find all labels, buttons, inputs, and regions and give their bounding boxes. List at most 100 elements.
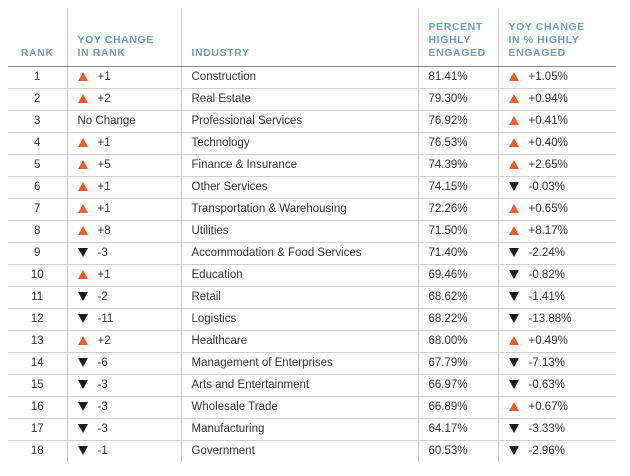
industry-name: Real Estate	[191, 93, 251, 106]
percent-cell: 66.89%	[417, 396, 498, 419]
industry-name: Transportation & Warehousing	[191, 203, 347, 216]
percent-cell: 76.92%	[417, 110, 498, 133]
rank-change-cell: +1	[66, 66, 181, 89]
up-arrow-icon	[77, 137, 88, 147]
industry-engagement-table: RANK YOY CHANGE IN RANK INDUSTRY PERCENT H…	[8, 8, 616, 462]
industry-cell: Retail	[180, 286, 418, 309]
percent-change-value: +8.17%	[528, 225, 568, 238]
percent-change-value: +0.67%	[528, 401, 568, 414]
rank-value: 16	[30, 401, 44, 414]
industry-cell: Healthcare	[180, 330, 418, 353]
industry-cell: Logistics	[180, 308, 418, 331]
down-arrow-icon	[508, 291, 519, 301]
table-row: 9 -3 Accommodation & Food Services 71.40% -2…	[8, 242, 616, 265]
industry-name: Healthcare	[191, 335, 248, 348]
down-arrow-icon	[508, 269, 519, 279]
industry-name: Professional Services	[191, 115, 303, 128]
percent-change-value: +1.05%	[528, 71, 568, 84]
industry-name: Utilities	[191, 225, 229, 238]
down-arrow-icon	[77, 423, 88, 433]
rank-cell: 9	[8, 242, 67, 265]
percent-change-value: +0.40%	[528, 137, 568, 150]
rank-cell: 12	[8, 308, 67, 331]
industry-cell: Real Estate	[180, 88, 418, 111]
rank-change-value: -2	[97, 291, 108, 304]
rank-change-value: -3	[97, 379, 108, 392]
percent-cell: 68.22%	[417, 308, 498, 331]
rank-change-value: +1	[97, 203, 111, 216]
down-arrow-icon	[508, 357, 519, 367]
up-arrow-icon	[508, 159, 519, 169]
percent-value: 67.79%	[428, 357, 468, 370]
up-arrow-icon	[77, 181, 88, 191]
industry-name: Construction	[191, 71, 257, 84]
percent-value: 71.50%	[428, 225, 468, 238]
industry-cell: Technology	[180, 132, 418, 155]
up-arrow-icon	[77, 335, 88, 345]
percent-change-value: +0.41%	[528, 115, 568, 128]
rank-value: 9	[34, 247, 41, 260]
percent-cell: 60.53%	[417, 440, 498, 462]
up-arrow-icon	[77, 225, 88, 235]
percent-change-value: -0.63%	[528, 379, 565, 392]
up-arrow-icon	[508, 71, 519, 81]
table-row: 14 -6 Management of Enterprises 67.79% -7.13…	[8, 352, 616, 375]
rank-cell: 15	[8, 374, 67, 397]
table-row: 12 -11 Logistics 68.22% -13.88%	[8, 308, 616, 331]
rank-cell: 13	[8, 330, 67, 353]
rank-cell: 18	[8, 441, 67, 463]
percent-change-cell: +0.40%	[497, 132, 616, 155]
up-arrow-icon	[77, 71, 88, 81]
percent-change-value: +2.65%	[528, 159, 568, 172]
percent-change-cell: +0.67%	[497, 396, 616, 419]
percent-engaged-header: PERCENT HIGHLY ENGAGED	[417, 8, 498, 67]
percent-cell: 67.79%	[417, 352, 498, 375]
industry-cell: Utilities	[180, 220, 418, 243]
rank-value: 4	[34, 137, 41, 150]
rank-change-cell: -6	[66, 352, 181, 375]
rank-value: 11	[31, 291, 44, 304]
percent-cell: 74.15%	[417, 176, 498, 199]
rank-change-cell: -3	[66, 418, 181, 441]
up-arrow-icon	[508, 203, 519, 213]
down-arrow-icon	[508, 445, 519, 455]
rank-change-value: +1	[97, 269, 111, 282]
rank-change-value: +2	[97, 335, 111, 348]
percent-cell: 72.26%	[417, 198, 498, 221]
industry-name: Accommodation & Food Services	[191, 247, 362, 260]
rank-change-value: +1	[97, 137, 111, 150]
percent-change-cell: +8.17%	[497, 220, 616, 243]
percent-cell: 76.53%	[417, 132, 498, 155]
industry-name: Education	[191, 269, 243, 282]
table-body: 1 +1 Construction 81.41% +1.05% 2 +2 Real Estat…	[8, 66, 616, 463]
rank-cell: 6	[8, 176, 67, 199]
rank-cell: 10	[8, 264, 67, 287]
rank-cell: 16	[8, 396, 67, 419]
rank-change-cell: -2	[66, 286, 181, 309]
up-arrow-icon	[508, 401, 519, 411]
percent-cell: 71.50%	[417, 220, 498, 243]
rank-change-value: -6	[97, 357, 108, 370]
yoy-percent-header: YOY CHANGE IN % HIGHLY ENGAGED	[497, 8, 616, 67]
rank-value: 5	[34, 159, 41, 172]
table-header: RANK YOY CHANGE IN RANK INDUSTRY PERCENT H…	[8, 8, 616, 67]
percent-value: 66.89%	[428, 401, 468, 414]
percent-value: 68.62%	[428, 291, 468, 304]
rank-change-cell: +2	[66, 330, 181, 353]
table-row: 1 +1 Construction 81.41% +1.05%	[8, 66, 616, 89]
rank-change-cell: +1	[66, 198, 181, 221]
up-arrow-icon	[77, 159, 88, 169]
table-row: 4 +1 Technology 76.53% +0.40%	[8, 132, 616, 155]
percent-cell: 74.39%	[417, 154, 498, 177]
rank-change-value: +1	[97, 181, 111, 194]
table-row: 6 +1 Other Services 74.15% -0.03%	[8, 176, 616, 199]
down-arrow-icon	[77, 401, 88, 411]
rank-change-cell: -3	[66, 374, 181, 397]
industry-cell: Wholesale Trade	[180, 396, 418, 419]
rank-change-cell: +2	[66, 88, 181, 111]
percent-change-cell: +2.65%	[497, 154, 616, 177]
industry-cell: Manufacturing	[180, 418, 418, 441]
percent-cell: 64.17%	[417, 418, 498, 441]
percent-value: 79.30%	[428, 93, 468, 106]
